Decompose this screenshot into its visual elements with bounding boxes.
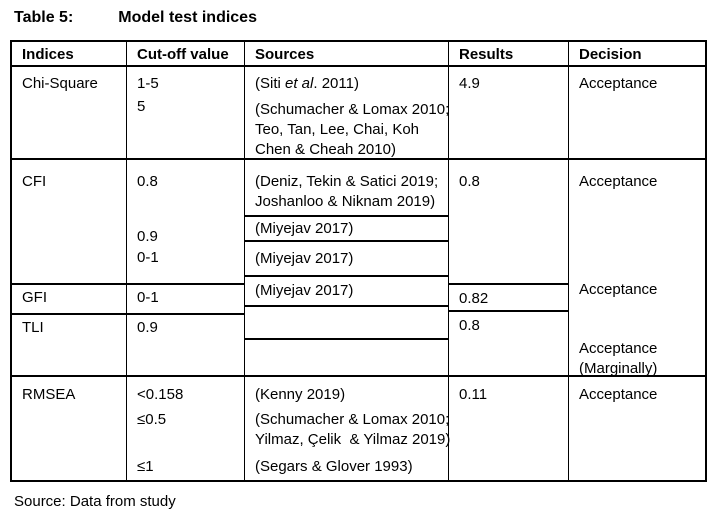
table-title: Table 5: Model test indices: [14, 8, 257, 28]
col-divider-cutoff-sources: [243, 42, 245, 480]
cell-tli-index: TLI: [22, 319, 44, 336]
cell-rmsea-source-3: (Segars & Glover 1993): [255, 458, 413, 475]
header-sources: Sources: [255, 46, 315, 63]
sources-divider-1: [243, 215, 448, 217]
cell-cfi-result: 0.8: [459, 173, 480, 190]
results-divider-2: [447, 310, 568, 312]
cell-chisquare-result: 4.9: [459, 75, 480, 92]
cell-tli-decision: Acceptance (Marginally): [579, 340, 658, 377]
sources-divider-4: [243, 305, 448, 307]
col-divider-sources-results: [447, 42, 449, 480]
cell-cfi-decision: Acceptance: [579, 173, 658, 190]
cell-tli-cutoff-1: 0.9: [137, 319, 158, 336]
row-divider-gfi-tli: [12, 313, 244, 315]
cell-cfi-source-1: (Deniz, Tekin & Satici 2019; Joshanloo &…: [255, 173, 439, 210]
cell-cfi-cutoff-2: 0.9: [137, 228, 158, 245]
header-cutoff-value: Cut-off value: [137, 46, 229, 63]
header-results: Results: [459, 46, 514, 63]
model-test-indices-table: Indices Cut-off value Sources Results De…: [10, 40, 707, 482]
header-indices: Indices: [22, 46, 74, 63]
sources-divider-3: [243, 275, 448, 277]
source-citation-text: (Siti: [255, 75, 285, 92]
sources-divider-5: [243, 338, 448, 340]
table-title-label: Table 5:: [14, 9, 74, 26]
cell-rmsea-decision: Acceptance: [579, 386, 658, 403]
cell-rmsea-index: RMSEA: [22, 386, 76, 403]
cell-cfi-cutoff-3: 0-1: [137, 249, 159, 266]
results-divider-1: [447, 283, 568, 285]
cell-cfi-source-3: (Miyejav 2017): [255, 250, 354, 267]
section-divider-tli-rmsea: [12, 375, 705, 377]
cell-cfi-index: CFI: [22, 173, 47, 190]
cell-cfi-cutoff-1: 0.8: [137, 173, 158, 190]
header-decision: Decision: [579, 46, 642, 63]
cell-gfi-index: GFI: [22, 289, 47, 306]
cell-cfi-source-2: (Miyejav 2017): [255, 220, 354, 237]
source-citation-etal: et al: [285, 75, 314, 92]
cell-chisquare-cutoff-1: 1-5: [137, 75, 159, 92]
cell-chisquare-decision: Acceptance: [579, 75, 658, 92]
cell-rmsea-cutoff-2: ≤0.5: [137, 411, 167, 428]
cell-chisquare-source-2: (Schumacher & Lomax 2010; Teo, Tan, Lee,…: [255, 101, 450, 158]
sources-divider-2: [243, 240, 448, 242]
cell-chisquare-cutoff-2: 5: [137, 98, 146, 115]
cell-chisquare-index: Chi-Square: [22, 75, 98, 92]
row-divider-cfi-gfi: [12, 283, 244, 285]
table-title-text: Model test indices: [118, 9, 257, 26]
source-note: Source: Data from study: [14, 493, 176, 510]
cell-gfi-result: 0.82: [459, 290, 489, 307]
cell-tli-result: 0.8: [459, 317, 480, 334]
cell-chisquare-source-1: (Siti et al. 2011): [255, 74, 359, 94]
cell-rmsea-source-2: (Schumacher & Lomax 2010; Yilmaz, Çelik …: [255, 411, 451, 448]
cell-gfi-decision: Acceptance: [579, 281, 658, 298]
cell-rmsea-cutoff-1: <0.158: [137, 386, 184, 403]
section-divider-chisquare-cfi: [12, 158, 705, 160]
cell-gfi-cutoff-1: 0-1: [137, 289, 159, 306]
cell-rmsea-source-1: (Kenny 2019): [255, 386, 346, 403]
cell-rmsea-result: 0.11: [459, 386, 488, 403]
col-divider-results-decision: [567, 42, 569, 480]
cell-gfi-source-1: (Miyejav 2017): [255, 282, 354, 299]
col-divider-indices-cutoff: [125, 42, 127, 480]
header-row-divider: [12, 65, 705, 67]
cell-rmsea-cutoff-3: ≤1: [137, 458, 154, 475]
source-citation-text: . 2011): [313, 75, 359, 92]
